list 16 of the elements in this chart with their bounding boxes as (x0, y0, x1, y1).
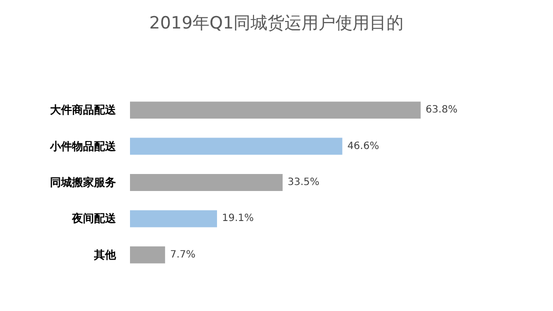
bar (130, 138, 342, 155)
data-label: 63.8% (426, 104, 458, 116)
y-tick-label: 夜间配送 (71, 212, 117, 226)
bar (130, 102, 421, 119)
bar (130, 210, 218, 228)
data-label: 7.7% (170, 249, 196, 260)
y-tick-label: 大件商品配送 (50, 104, 117, 117)
y-tick-label: 其他 (93, 248, 117, 262)
bar (130, 246, 166, 264)
data-label: 46.6% (347, 140, 380, 152)
data-label: 19.1% (222, 213, 254, 224)
data-label: 33.5% (288, 177, 320, 188)
y-tick-label: 小件物品配送 (49, 140, 117, 153)
y-tick-label: 同城搬家服务 (50, 176, 116, 189)
chart-title: 2019年Q1同城货运用户使用目的 (149, 14, 404, 34)
bar (130, 174, 283, 191)
